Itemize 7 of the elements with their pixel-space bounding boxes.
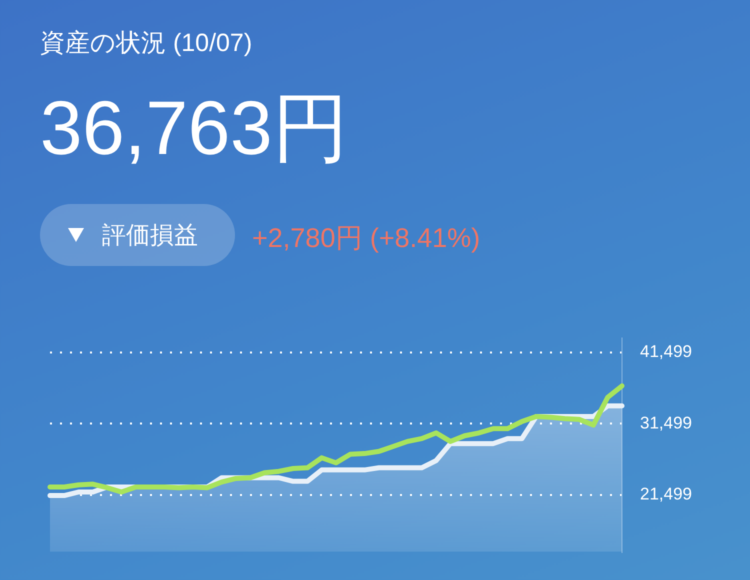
y-tick-label: 31,499 bbox=[640, 413, 692, 432]
text: 評価損益 bbox=[102, 221, 198, 251]
chart-title: 資産の状況 (10/07) bbox=[40, 28, 252, 59]
text: 36,763円 bbox=[40, 85, 348, 173]
y-tick-label: 21,499 bbox=[640, 484, 692, 504]
text: +2,780円 (+8.41%) bbox=[252, 222, 480, 255]
y-tick-label: 41,499 bbox=[640, 342, 692, 362]
